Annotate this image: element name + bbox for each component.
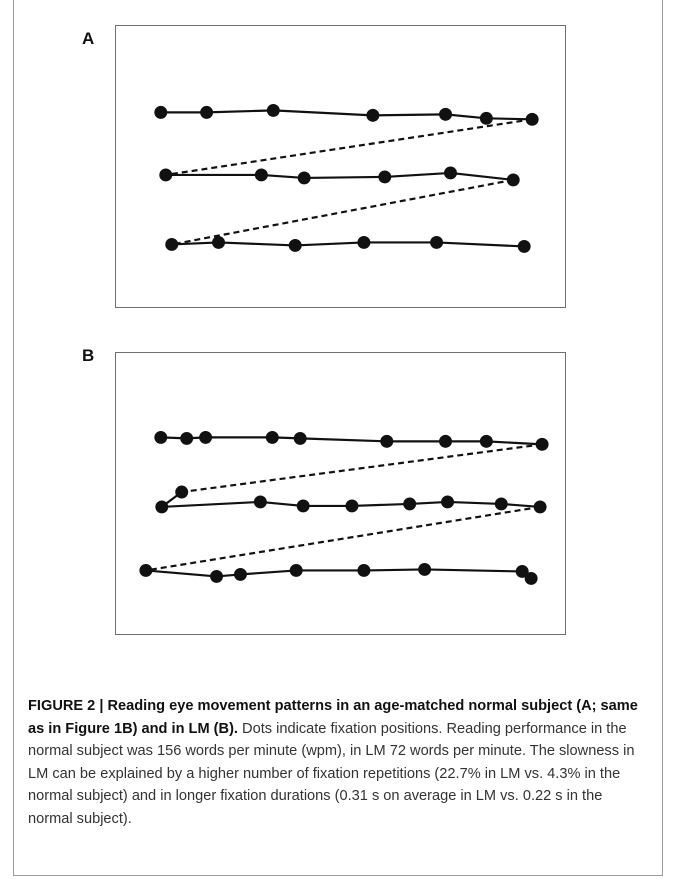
fixation-dot <box>234 568 247 581</box>
fixation-dot <box>154 431 167 444</box>
fixation-dot <box>495 497 508 510</box>
fixation-dot <box>200 106 213 119</box>
return-saccade-line <box>182 444 542 492</box>
fixation-dot <box>298 171 311 184</box>
fixation-row-line <box>161 110 532 119</box>
fixation-dot <box>403 497 416 510</box>
fixation-dot <box>536 438 549 451</box>
fixation-dot <box>155 500 168 513</box>
fixation-dot <box>444 167 457 180</box>
figure-caption: FIGURE 2 | Reading eye movement patterns… <box>28 695 648 830</box>
panel-b-label: B <box>82 347 94 364</box>
fixation-dot <box>180 432 193 445</box>
return-saccade-line <box>166 119 532 175</box>
panel-a-eye-movement-plot <box>116 26 565 307</box>
fixation-dot <box>345 499 358 512</box>
fixation-dot <box>289 239 302 252</box>
fixation-dot <box>526 113 539 126</box>
fixation-dot <box>439 108 452 121</box>
fixation-dot <box>525 572 538 585</box>
fixation-dot <box>165 238 178 251</box>
fixation-row-line <box>166 173 513 180</box>
panel-b-eye-movement-plot <box>116 353 565 634</box>
fixation-dot <box>380 435 393 448</box>
fixation-row-line <box>146 569 531 578</box>
fixation-dot <box>266 431 279 444</box>
return-saccade-line <box>146 507 540 571</box>
return-saccade-line <box>172 180 513 245</box>
fixation-dot <box>480 435 493 448</box>
fixation-dot <box>507 173 520 186</box>
fixation-dot <box>366 109 379 122</box>
panel-b <box>115 352 566 635</box>
fixation-dot <box>418 563 431 576</box>
fixation-dot <box>210 570 223 583</box>
fixation-dot <box>357 564 370 577</box>
fixation-dot <box>254 495 267 508</box>
fixation-dot <box>441 495 454 508</box>
fixation-dot <box>294 432 307 445</box>
panel-a <box>115 25 566 308</box>
fixation-dot <box>199 431 212 444</box>
fixation-dot <box>139 564 152 577</box>
fixation-dot <box>430 236 443 249</box>
fixation-dot <box>439 435 452 448</box>
fixation-dot <box>534 500 547 513</box>
fixation-dot <box>267 104 280 117</box>
fixation-dot <box>357 236 370 249</box>
fixation-dot <box>480 112 493 125</box>
fixation-dot <box>290 564 303 577</box>
fixation-dot <box>518 240 531 253</box>
fixation-dot <box>378 170 391 183</box>
fixation-dot <box>255 168 268 181</box>
fixation-dot <box>297 499 310 512</box>
fixation-dot <box>212 236 225 249</box>
fixation-dot <box>154 106 167 119</box>
panel-a-label: A <box>82 30 94 47</box>
fixation-dot <box>159 168 172 181</box>
fixation-dot <box>175 486 188 499</box>
